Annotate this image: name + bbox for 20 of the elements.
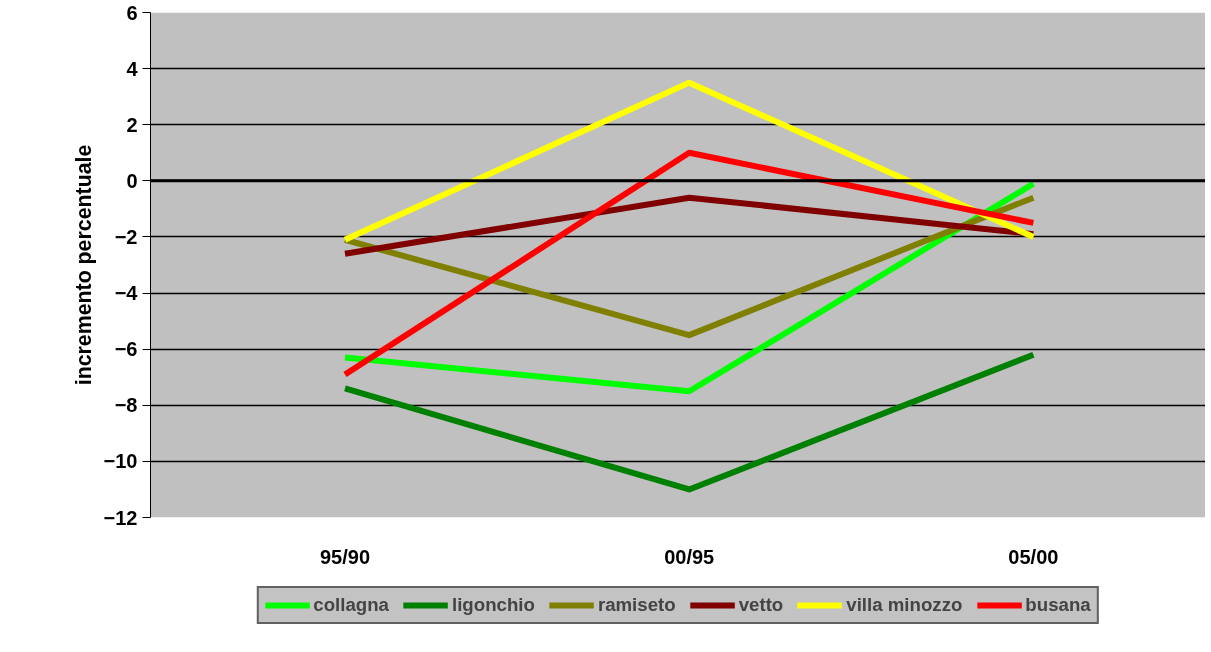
legend-label: villa minozzo bbox=[846, 594, 963, 616]
y-tick-label: 6 bbox=[126, 1, 138, 24]
y-tick-label: −2 bbox=[114, 225, 138, 248]
x-tick-label: 05/00 bbox=[1008, 545, 1059, 568]
y-tick-label: −10 bbox=[103, 450, 138, 473]
y-tick-label: −6 bbox=[114, 338, 138, 361]
y-axis-title: incremento percentuale bbox=[71, 144, 96, 386]
x-tick-label: 95/90 bbox=[319, 545, 371, 568]
y-tick-label: −12 bbox=[103, 506, 138, 529]
y-tick-label: 2 bbox=[126, 113, 138, 136]
y-tick-label: 0 bbox=[126, 169, 138, 192]
legend-label: vetto bbox=[738, 594, 784, 616]
y-tick-label: −8 bbox=[114, 394, 138, 417]
legend-label: collagna bbox=[313, 594, 389, 616]
legend-label: ligonchio bbox=[451, 594, 535, 616]
legend-label: ramiseto bbox=[597, 594, 676, 616]
x-tick-label: 00/95 bbox=[664, 545, 715, 568]
y-tick-label: 4 bbox=[126, 57, 139, 80]
legend-label: busana bbox=[1025, 594, 1091, 616]
y-tick-label: −4 bbox=[114, 282, 139, 305]
